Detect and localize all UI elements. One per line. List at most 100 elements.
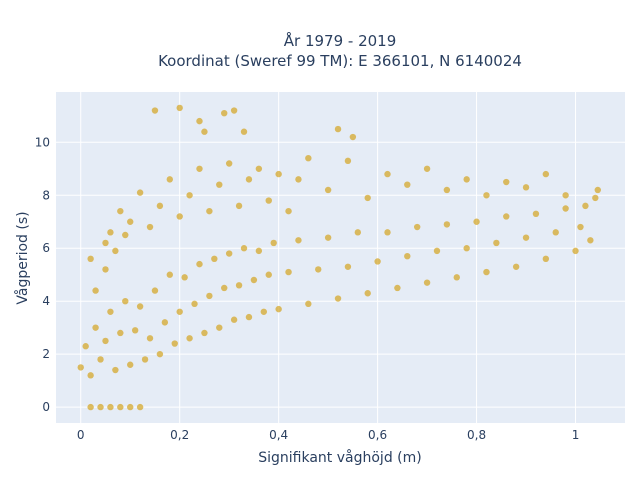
data-point <box>413 223 421 231</box>
data-point <box>594 186 601 194</box>
data-point <box>186 192 193 199</box>
data-point <box>255 165 263 172</box>
data-point <box>156 350 164 358</box>
data-point <box>235 202 243 210</box>
data-point <box>315 266 322 273</box>
x-axis-title: Signifikant våghöjd (m) <box>258 449 421 466</box>
data-point <box>122 231 129 239</box>
data-point <box>587 237 594 244</box>
data-point <box>285 268 292 276</box>
data-point <box>230 107 238 114</box>
data-point <box>285 207 292 215</box>
data-point <box>512 263 520 270</box>
y-tick-label: 8 <box>42 188 50 202</box>
data-point <box>463 245 470 252</box>
data-point <box>453 274 460 281</box>
y-tick-label: 2 <box>42 347 50 361</box>
data-point <box>305 155 312 162</box>
data-point <box>97 356 104 363</box>
data-point <box>364 290 371 297</box>
data-point <box>463 176 470 183</box>
plot-background <box>56 92 625 423</box>
data-point <box>443 221 451 228</box>
data-point <box>324 186 332 194</box>
data-point <box>216 324 223 331</box>
data-point <box>136 303 144 310</box>
data-point <box>196 260 203 268</box>
data-point <box>443 186 451 194</box>
data-point <box>230 316 238 323</box>
data-point <box>344 157 352 165</box>
data-point <box>295 237 302 244</box>
data-point <box>92 324 99 331</box>
data-point <box>131 327 139 334</box>
y-axis-title: Vågperiod (s) <box>14 211 31 304</box>
y-tick-label: 4 <box>42 294 50 308</box>
data-point <box>127 361 134 368</box>
data-point <box>171 340 178 347</box>
data-point <box>295 176 302 183</box>
data-point <box>181 274 188 281</box>
data-point <box>275 170 282 178</box>
data-point <box>156 202 164 210</box>
data-point <box>562 205 569 212</box>
data-point <box>196 117 203 125</box>
x-tick-labels: 0 0,2 0,4 0,6 0,8 1 <box>77 428 579 442</box>
data-point <box>433 247 441 255</box>
data-point <box>423 279 431 286</box>
data-point <box>265 197 272 204</box>
data-point <box>473 218 480 225</box>
data-point <box>201 128 208 135</box>
data-point <box>102 266 109 273</box>
data-point <box>503 178 510 186</box>
data-point <box>305 300 312 308</box>
data-point <box>206 292 213 300</box>
data-point <box>245 313 253 321</box>
data-point <box>87 255 94 263</box>
data-point <box>221 284 228 292</box>
data-point <box>191 300 198 308</box>
data-points <box>77 104 601 411</box>
data-point <box>117 403 124 411</box>
data-point <box>117 207 124 215</box>
x-tick-label: 1 <box>572 428 580 442</box>
chart-title-line-1: År 1979 - 2019 <box>284 31 397 50</box>
data-point <box>136 403 144 411</box>
data-point <box>483 268 490 276</box>
data-point <box>102 337 109 345</box>
chart-title-line-2: Koordinat (Sweref 99 TM): E 366101, N 61… <box>158 52 522 70</box>
data-point <box>255 247 263 255</box>
data-point <box>107 308 114 315</box>
data-point <box>211 255 218 263</box>
data-point <box>107 403 114 411</box>
data-point <box>354 229 362 236</box>
data-point <box>146 335 154 342</box>
data-point <box>334 125 342 133</box>
data-point <box>532 210 540 218</box>
data-point <box>324 234 332 241</box>
data-point <box>374 258 381 265</box>
data-point <box>107 229 114 236</box>
data-point <box>92 287 99 294</box>
data-point <box>141 356 149 363</box>
data-point <box>240 128 248 135</box>
data-point <box>394 284 401 292</box>
data-point <box>151 287 159 294</box>
x-tick-label: 0,2 <box>170 428 189 442</box>
x-tick-label: 0,6 <box>368 428 387 442</box>
data-point <box>176 308 183 315</box>
data-point <box>127 403 134 411</box>
x-tick-label: 0 <box>77 428 85 442</box>
data-point <box>87 403 94 411</box>
y-tick-label: 10 <box>35 135 50 149</box>
data-point <box>87 372 94 379</box>
data-point <box>122 297 129 305</box>
data-point <box>250 276 258 284</box>
data-point <box>423 165 431 172</box>
data-point <box>349 133 357 141</box>
data-point <box>240 245 248 252</box>
data-point <box>176 104 183 112</box>
data-point <box>82 343 89 350</box>
